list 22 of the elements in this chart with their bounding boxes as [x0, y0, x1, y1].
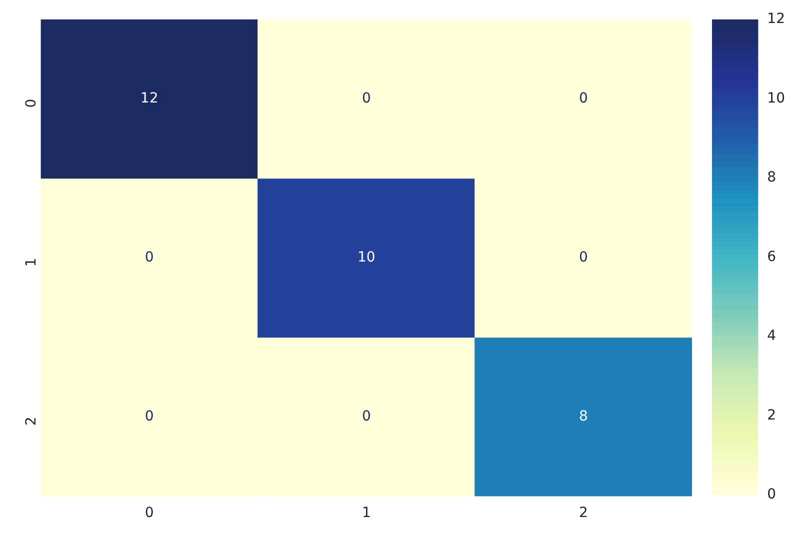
data-label: 0	[579, 90, 588, 107]
color-bar-label: 10	[767, 90, 786, 106]
data-label: 0	[144, 249, 154, 266]
color-bar-label: 6	[767, 248, 776, 265]
color-bar-label: 12	[767, 11, 786, 28]
data-label: 0	[579, 249, 588, 266]
data-label: 0	[362, 408, 371, 424]
y-tick-label: 0	[23, 98, 40, 108]
y-tick-label: 1	[23, 258, 40, 267]
x-tick-label: 1	[362, 505, 371, 522]
data-label: 12	[140, 90, 158, 107]
x-tick-label: 0	[144, 505, 154, 522]
y-tick-label: 2	[23, 416, 40, 426]
color-bar-label: 8	[767, 170, 776, 186]
data-label: 10	[357, 249, 376, 266]
color-bar-label: 2	[767, 407, 776, 424]
x-tick-label: 2	[579, 505, 588, 522]
color-bar-label: 4	[767, 328, 776, 344]
data-label: 8	[579, 408, 588, 424]
data-label: 0	[144, 408, 154, 424]
color-bar-label: 0	[767, 486, 776, 503]
data-label: 0	[362, 90, 371, 107]
